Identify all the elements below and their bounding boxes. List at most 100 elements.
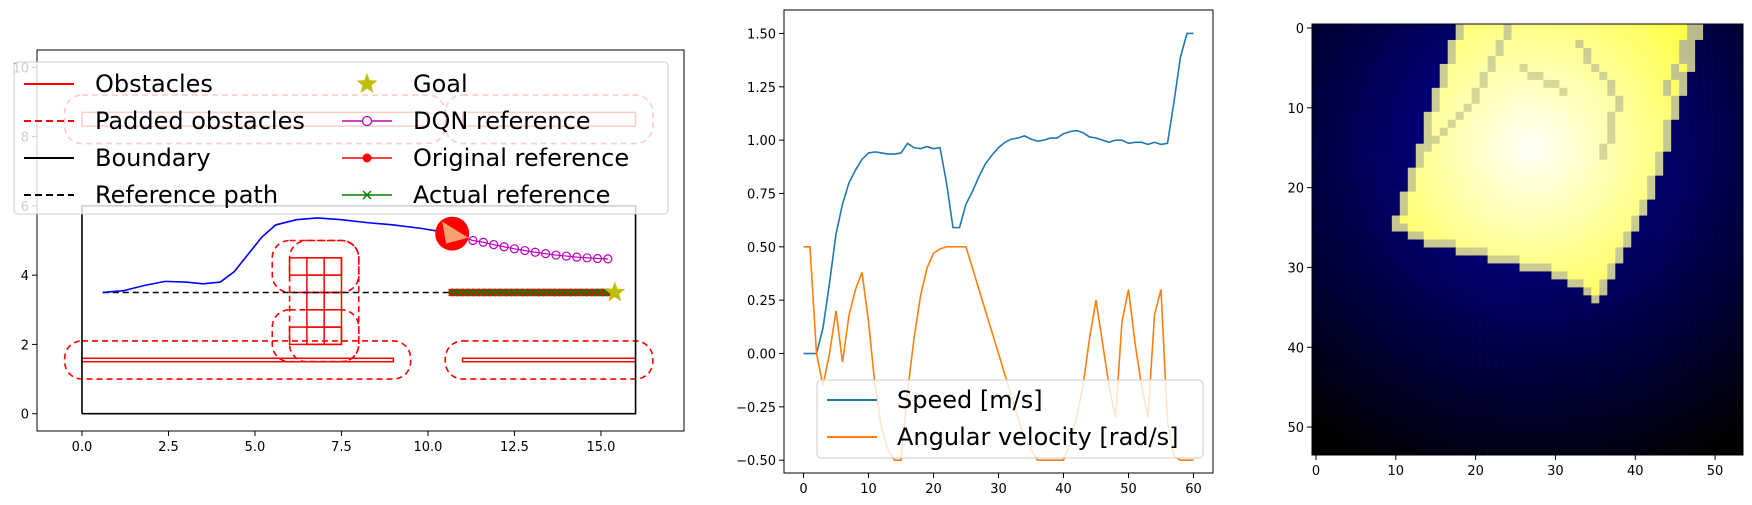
heatmap-cell	[1551, 263, 1560, 272]
heatmap-cell	[1599, 223, 1608, 232]
heatmap-cell	[1679, 367, 1688, 376]
heatmap-cell	[1583, 391, 1592, 400]
heatmap-cell	[1599, 167, 1608, 176]
heatmap-cell	[1343, 375, 1353, 384]
heatmap-cell	[1711, 135, 1720, 145]
heatmap-cell	[1639, 279, 1648, 288]
heatmap-cell	[1519, 311, 1528, 320]
heatmap-cell	[1519, 335, 1528, 344]
heatmap-cell	[1519, 263, 1528, 272]
heatmap-cell	[1695, 207, 1704, 216]
heatmap-cell	[1351, 343, 1361, 352]
heatmap-cell	[1335, 279, 1345, 288]
heatmap-cell	[1399, 327, 1409, 336]
heatmap-cell	[1479, 111, 1488, 121]
heatmap-cell	[1423, 167, 1433, 176]
heatmap-cell	[1719, 239, 1728, 248]
heatmap-cell	[1367, 271, 1377, 280]
heatmap-cell	[1527, 63, 1536, 73]
heatmap-cell	[1335, 367, 1345, 376]
heatmap-cell	[1463, 47, 1472, 57]
heatmap-cell	[1695, 111, 1704, 121]
heatmap-cell	[1335, 239, 1345, 248]
heatmap-cell	[1671, 271, 1680, 280]
heatmap-cell	[1671, 231, 1680, 240]
heatmap-cell	[1312, 311, 1321, 320]
heatmap-cell	[1335, 39, 1345, 49]
heatmap-cell	[1312, 279, 1321, 288]
heatmap-cell	[1367, 183, 1377, 192]
heatmap-cell	[1567, 175, 1576, 184]
heatmap-cell	[1695, 167, 1704, 176]
heatmap-cell	[1735, 447, 1744, 456]
heatmap-cell	[1367, 231, 1377, 240]
heatmap-cell	[1327, 271, 1337, 280]
heatmap-cell	[1495, 311, 1504, 320]
heatmap-cell	[1351, 127, 1361, 137]
heatmap-cell	[1327, 159, 1337, 168]
heatmap-cell	[1455, 63, 1464, 73]
heatmap-cell	[1647, 127, 1656, 137]
heatmap-cell	[1663, 311, 1672, 320]
heatmap-cell	[1367, 303, 1377, 312]
heatmap-cell	[1551, 431, 1560, 440]
heatmap-cell	[1647, 95, 1656, 105]
heatmap-axes-frame	[1311, 23, 1744, 456]
heatmap-cell	[1439, 247, 1448, 256]
heatmap-cell	[1383, 31, 1393, 41]
heatmap-cell	[1647, 103, 1656, 113]
heatmap-cell	[1575, 47, 1584, 57]
heatmap-cell	[1631, 439, 1640, 448]
heatmap-cell	[1447, 215, 1456, 224]
heatmap-cell	[1519, 231, 1528, 240]
heatmap-cell	[1687, 24, 1696, 33]
heatmap-cell	[1359, 159, 1369, 168]
heatmap-cell	[1591, 287, 1600, 296]
heatmap-cell	[1655, 39, 1664, 49]
heatmap-cell	[1631, 239, 1640, 248]
heatmap-cell	[1399, 239, 1409, 248]
heatmap-cell	[1479, 279, 1488, 288]
x-tick-label: 60	[1185, 482, 1202, 497]
heatmap-cell	[1567, 391, 1576, 400]
heatmap-cell	[1599, 47, 1608, 57]
heatmap-cell	[1511, 295, 1520, 304]
heatmap-cell	[1479, 375, 1488, 384]
heatmap-cell	[1423, 135, 1433, 145]
heatmap-cell	[1359, 199, 1369, 208]
legend-frame	[816, 379, 1204, 459]
heatmap-cell	[1431, 335, 1440, 344]
heatmap-cell	[1391, 119, 1401, 129]
heatmap-cell	[1607, 423, 1616, 432]
heatmap-cell	[1519, 47, 1528, 57]
heatmap-cell	[1487, 215, 1496, 224]
x-tick-label: 2.5	[158, 440, 179, 455]
heatmap-cell	[1327, 287, 1337, 296]
heatmap-cell	[1695, 191, 1704, 200]
heatmap-cell	[1447, 423, 1456, 432]
heatmap-cell	[1599, 287, 1608, 296]
heatmap-cell	[1375, 431, 1385, 440]
heatmap-cell	[1327, 71, 1337, 81]
heatmap-cell	[1591, 191, 1600, 200]
heatmap-cell	[1407, 231, 1417, 240]
heatmap-cell	[1415, 167, 1425, 176]
heatmap-cell	[1639, 423, 1648, 432]
heatmap-cell	[1511, 119, 1520, 129]
heatmap-cell	[1647, 263, 1656, 272]
heatmap-cell	[1367, 343, 1377, 352]
heatmap-cell	[1719, 111, 1728, 121]
heatmap-cell	[1655, 431, 1664, 440]
heatmap-cell	[1519, 367, 1528, 376]
heatmap-cell	[1399, 159, 1409, 168]
heatmap-cell	[1423, 311, 1433, 320]
heatmap-cell	[1663, 399, 1672, 408]
heatmap-cell	[1487, 311, 1496, 320]
heatmap-cell	[1375, 47, 1385, 57]
heatmap-cell	[1519, 423, 1528, 432]
heatmap-cell	[1335, 71, 1345, 81]
heatmap-cell	[1351, 391, 1361, 400]
heatmap-cell	[1695, 335, 1704, 344]
heatmap-cell	[1567, 431, 1576, 440]
heatmap-cell	[1735, 167, 1744, 176]
